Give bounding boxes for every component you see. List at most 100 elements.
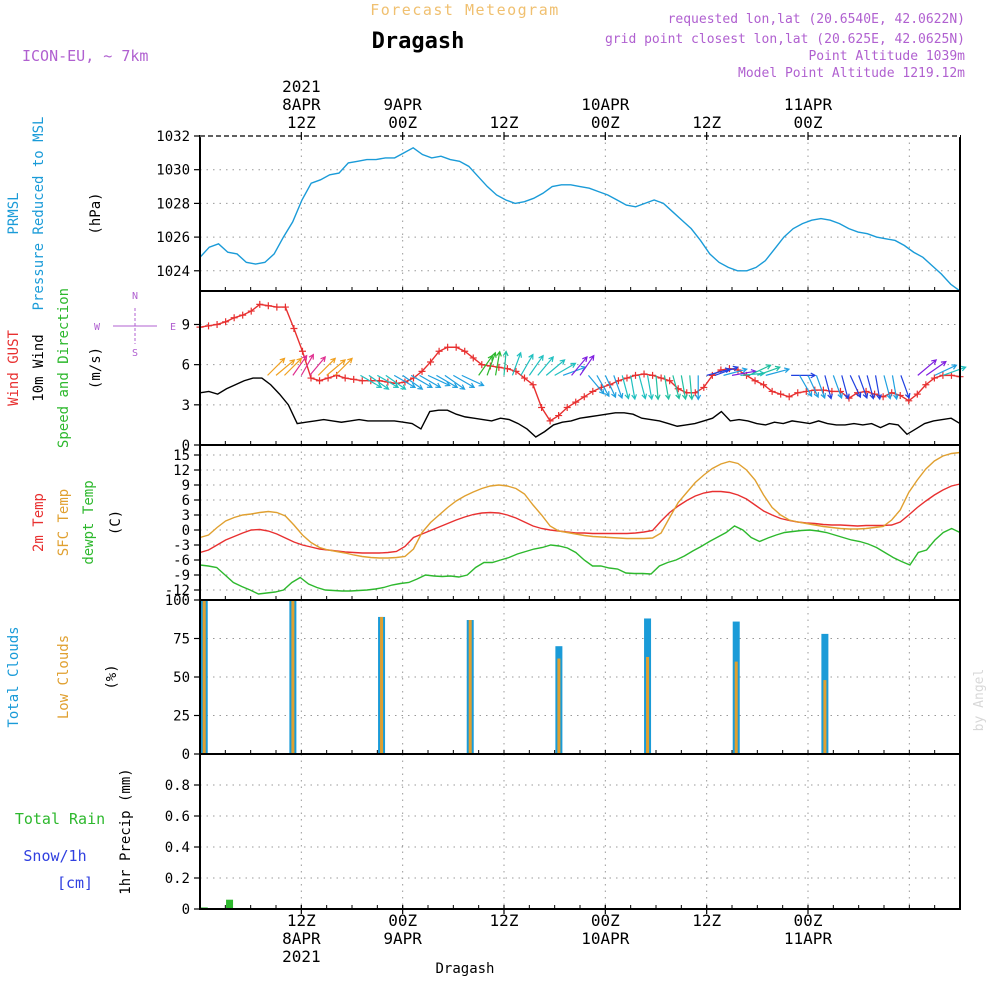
- y-axis-label: PRMSL: [6, 192, 22, 234]
- wind-arrow: [571, 356, 588, 376]
- wind-arrow: [621, 375, 631, 400]
- gust-marker: [794, 389, 802, 397]
- gust-marker: [469, 354, 477, 362]
- wind-arrow: [824, 375, 833, 400]
- wind-arrow: [537, 356, 555, 376]
- time-label-top: 00Z: [591, 113, 620, 132]
- wind-arrow: [317, 357, 337, 376]
- y-axis-unit: (C): [108, 510, 124, 535]
- y-axis-label: 2m Temp: [31, 493, 47, 552]
- gust-marker: [452, 343, 460, 351]
- y-tick-label: -6: [173, 553, 190, 569]
- bar: [226, 899, 234, 909]
- y-tick-label: 1026: [156, 230, 190, 246]
- y-tick-label: 0.4: [165, 840, 190, 856]
- panel-frame: [199, 135, 961, 292]
- bar: [557, 658, 561, 754]
- time-label-top: 00Z: [388, 113, 417, 132]
- series-line: [199, 303, 961, 422]
- panel-frame: [199, 753, 961, 910]
- wind-arrow: [646, 375, 654, 401]
- wind-arrow: [917, 359, 938, 376]
- gust-marker: [478, 361, 486, 369]
- compass-south: S: [132, 348, 138, 359]
- gust-marker: [273, 303, 281, 311]
- gust-marker: [358, 377, 366, 385]
- requested-coords: requested lon,lat (20.6540E, 42.0622N): [668, 12, 965, 27]
- gust-marker: [298, 347, 306, 355]
- gust-marker: [632, 371, 640, 379]
- gust-marker: [760, 381, 768, 389]
- time-label-top: 11APR: [784, 95, 833, 114]
- gust-marker: [247, 307, 255, 315]
- time-label-bottom: 12Z: [490, 911, 519, 930]
- gust-marker: [341, 374, 349, 382]
- y-tick-label: 1030: [156, 163, 190, 179]
- compass-east: E: [170, 322, 176, 333]
- grid-point-coords: grid point closest lon,lat (20.625E, 42.…: [605, 32, 965, 47]
- y-axis-label: Pressure Reduced to MSL: [31, 117, 47, 311]
- gust-marker: [623, 374, 631, 382]
- time-label-bottom: 00Z: [388, 911, 417, 930]
- series-line: [199, 377, 961, 438]
- wind-arrow: [630, 375, 638, 401]
- y-tick-label: -9: [173, 568, 190, 584]
- wind-arrow: [419, 374, 442, 388]
- gust-marker: [862, 387, 870, 395]
- y-tick-label: 1028: [156, 196, 190, 212]
- y-tick-label: 1024: [156, 264, 190, 280]
- wind-arrow: [545, 359, 566, 376]
- panel-frame: [199, 290, 961, 446]
- bar: [291, 600, 295, 754]
- time-label-top: 12Z: [692, 113, 721, 132]
- wind-arrow: [502, 350, 509, 376]
- gust-marker: [230, 314, 238, 322]
- gust-marker: [905, 397, 913, 405]
- y-tick-label: 1032: [156, 129, 190, 145]
- wind-arrow: [858, 375, 869, 400]
- gust-marker: [281, 303, 289, 311]
- wind-arrow: [453, 374, 476, 388]
- gust-marker: [418, 367, 426, 375]
- gust-marker: [580, 393, 588, 401]
- wind-arrow: [300, 353, 314, 376]
- y-tick-label: 6: [182, 358, 190, 374]
- time-label-top: 8APR: [282, 95, 321, 114]
- wind-arrow: [267, 357, 286, 376]
- bar: [734, 661, 738, 754]
- y-tick-label: 0: [182, 523, 190, 539]
- y-axis-label: Low Clouds: [56, 635, 72, 719]
- wind-arrow: [393, 374, 417, 388]
- wind-arrow: [663, 375, 671, 401]
- series-line: [199, 483, 961, 554]
- credit-label: by Angel: [972, 669, 987, 732]
- wind-arrow: [579, 354, 595, 376]
- gust-marker: [947, 371, 955, 379]
- y-tick-label: -12: [165, 583, 190, 599]
- wind-arrow: [427, 374, 451, 387]
- y-axis-label: Total Rain: [15, 810, 105, 828]
- time-label-top: 9APR: [383, 95, 422, 114]
- panel-frame: [199, 444, 961, 601]
- bar: [468, 620, 472, 754]
- gust-marker: [435, 347, 443, 355]
- y-tick-label: 9: [182, 317, 190, 333]
- gust-marker: [538, 404, 546, 412]
- meteogram-subtitle: Forecast Meteogram: [370, 1, 560, 19]
- wind-arrow: [815, 375, 826, 400]
- wind-arrow: [461, 374, 485, 387]
- time-label-bottom: 11APR: [784, 929, 833, 948]
- y-tick-label: -3: [173, 538, 190, 554]
- wind-arrow: [284, 357, 303, 376]
- panel-frame: [199, 599, 961, 755]
- gust-marker: [819, 386, 827, 394]
- wind-arrow: [494, 350, 502, 376]
- compass-west: W: [94, 322, 101, 333]
- gust-marker: [657, 374, 665, 382]
- gust-marker: [529, 381, 537, 389]
- wind-arrow: [714, 365, 739, 376]
- time-label-bottom: 12Z: [287, 911, 316, 930]
- gust-marker: [888, 389, 896, 397]
- y-axis-label: [cm]: [57, 874, 93, 892]
